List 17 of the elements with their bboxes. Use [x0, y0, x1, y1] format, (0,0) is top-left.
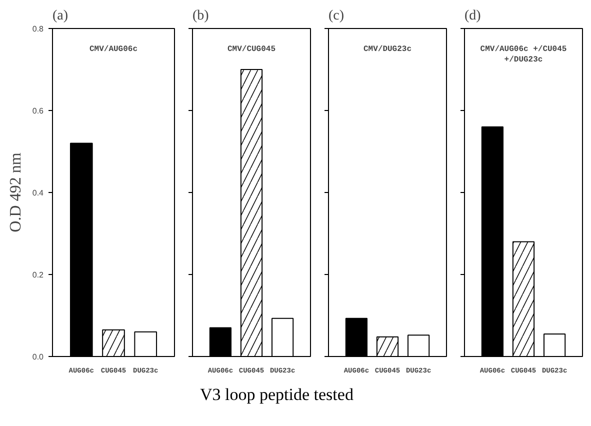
- x-axis-title: V3 loop peptide tested: [200, 384, 354, 406]
- y-tick-label: 0.4: [32, 188, 44, 198]
- chart-title: (a): [52, 8, 68, 24]
- bar: [134, 331, 158, 356]
- chart-title: (c): [328, 8, 344, 24]
- annotation: CMV/AUG06c +/CU045 +/DUG23c: [480, 44, 567, 65]
- chart-title: (d): [464, 8, 482, 24]
- y-axis-title: O.D 492 nm: [7, 152, 24, 232]
- y-tick-label: 0.8: [32, 24, 44, 34]
- annotation: CMV/CUG045: [227, 44, 276, 54]
- y-tick-label: 0.2: [32, 270, 44, 280]
- y-tick-label: 0.6: [32, 106, 44, 116]
- annotation: CMV/AUG06c: [89, 44, 138, 54]
- bar: [70, 142, 93, 356]
- annotation: CMV/DUG23c: [363, 44, 412, 54]
- y-tick-label: 0.0: [32, 352, 44, 362]
- chart-title: (b): [192, 8, 210, 24]
